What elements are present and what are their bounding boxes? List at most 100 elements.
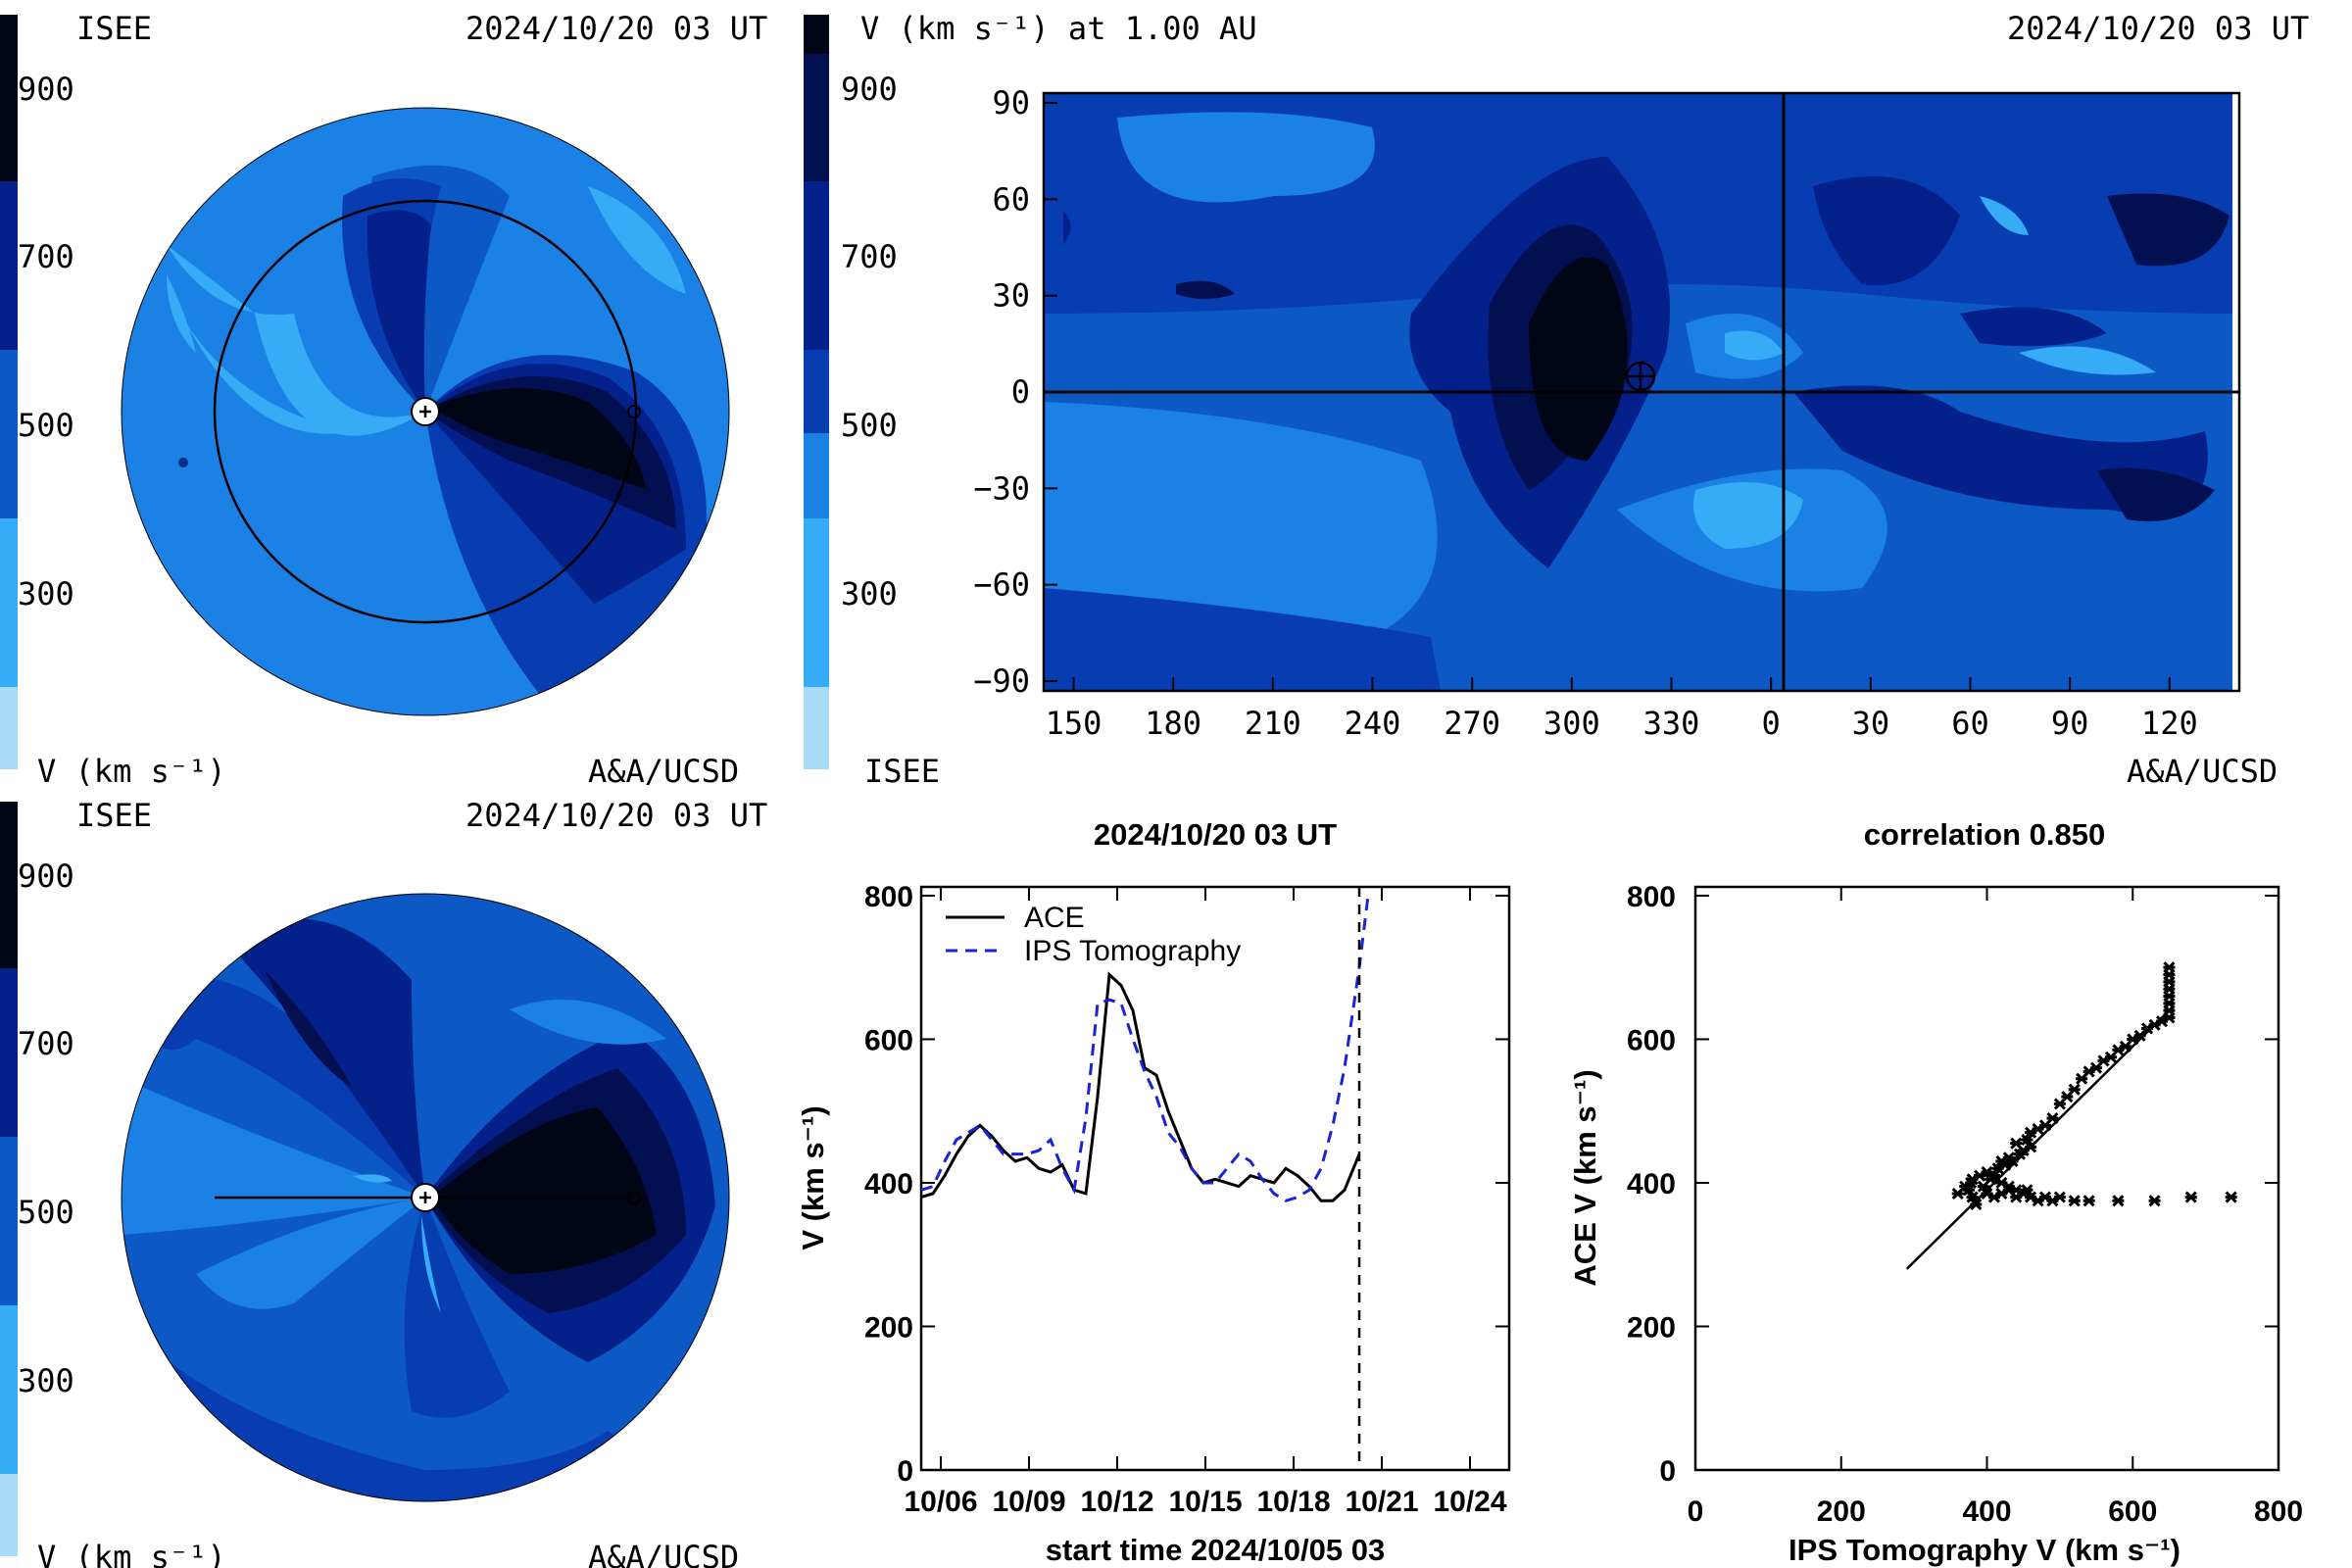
line-x-tick-label: 10/24: [1433, 1486, 1506, 1518]
scatter-x-tick-label: 0: [1688, 1495, 1704, 1528]
line-x-tick-label: 10/15: [1168, 1486, 1242, 1518]
line-chart-title: 2024/10/20 03 UT: [1094, 817, 1337, 852]
scatter-point: [2053, 1191, 2066, 1203]
scatter-point: [2002, 1152, 2015, 1164]
colorbar-unit-label: V (km s⁻¹): [37, 1539, 226, 1568]
scatter-x-label: IPS Tomography V (km s⁻¹): [1788, 1533, 2180, 1567]
scatter-point: [1966, 1173, 1979, 1186]
cb-tick-500: 500: [841, 407, 898, 444]
series-line-ips-tomography: [921, 895, 1370, 1202]
map-y-tick-label: −60: [973, 566, 1030, 604]
scatter-point: [2163, 961, 2176, 974]
polar-boundary: [121, 893, 730, 1502]
scatter-point: [2021, 1184, 2034, 1197]
colorbar-middle: [804, 15, 829, 769]
scatter-y-tick-label: 400: [1627, 1168, 1676, 1200]
colorbar-unit-label: V (km s⁻¹): [37, 753, 226, 790]
map-y-tick-label: 60: [992, 180, 1030, 218]
map-y-axis: 90 60 30 0 −30 −60 −90: [973, 84, 1057, 700]
legend-label-ace: ACE: [1024, 902, 1085, 934]
line-x-tick-label: 10/06: [904, 1486, 977, 1518]
map-x-axis: 150 180 210 240 270 300 330 0 30 60 90 120: [1046, 677, 2198, 742]
spacecraft-marker: [178, 458, 188, 467]
scatter-x-tick-label: 200: [1817, 1495, 1866, 1528]
scatter-y-label: ACE V (km s⁻¹): [1568, 1069, 1602, 1286]
line-x-tick-label: 10/21: [1345, 1486, 1418, 1518]
map-x-tick-label: 300: [1544, 705, 1600, 742]
panel-top-right: V (km s⁻¹) at 1.00 AU 2024/10/20 03 UT I…: [860, 10, 2309, 790]
polar-boundary: [121, 107, 730, 716]
scatter-point: [2184, 1191, 2197, 1203]
map-x-tick-label: 240: [1345, 705, 1401, 742]
scatter-title: correlation 0.850: [1864, 817, 2105, 852]
colorbar-left-top: [0, 15, 18, 769]
cb-tick-300: 300: [18, 575, 74, 612]
series-line-ace: [921, 971, 1361, 1202]
map-x-tick-label: 30: [1852, 705, 1890, 742]
velocity-map-polar: [122, 108, 729, 715]
scatter-point: [2021, 1133, 2034, 1147]
panel-credit: A&A/UCSD: [588, 1539, 739, 1568]
line-chart-x-label: start time 2024/10/05 03: [1046, 1533, 1385, 1567]
map-y-tick-label: 30: [992, 277, 1030, 315]
map-x-tick-label: 270: [1444, 705, 1500, 742]
scatter-fit-line: [1905, 1009, 2171, 1270]
scatter-point: [2068, 1195, 2081, 1207]
map-x-tick-label: 120: [2141, 705, 2198, 742]
scatter-point: [2148, 1195, 2161, 1207]
scatter-x-tick-label: 800: [2254, 1495, 2303, 1528]
earth-marker: [627, 405, 641, 418]
earth-orbit-circle: [213, 199, 638, 624]
map-credit: A&A/UCSD: [2127, 753, 2278, 790]
line-y-tick-label: 200: [864, 1311, 913, 1344]
colorbar-ticks-bottom: 900 700 500 300: [18, 858, 74, 1399]
cb-tick-700: 700: [18, 238, 74, 275]
line-y-tick-label: 0: [897, 1455, 913, 1488]
panel-timestamp: 2024/10/20 03 UT: [466, 797, 767, 834]
map-x-tick-label: 180: [1145, 705, 1201, 742]
line-y-tick-label: 600: [864, 1024, 913, 1056]
line-y-tick-label: 400: [864, 1168, 913, 1200]
map-x-tick-label: 90: [2051, 705, 2089, 742]
map-x-tick-label: 210: [1245, 705, 1301, 742]
colorbar-left-bottom: [0, 802, 18, 1556]
map-y-tick-label: −30: [973, 469, 1030, 507]
scatter-y-axis: 0 200 400 600 800: [1627, 881, 2278, 1488]
map-x-tick-label: 0: [1762, 705, 1781, 742]
colorbar-ticks-top: 900 700 500 300: [18, 71, 74, 612]
scatter-x-tick-label: 400: [1962, 1495, 2011, 1528]
cb-tick-500: 500: [18, 407, 74, 444]
legend-label-ips: IPS Tomography: [1024, 935, 1241, 967]
scatter-points: [1951, 961, 2237, 1211]
cb-tick-900: 900: [18, 71, 74, 108]
scatter-point: [2068, 1083, 2081, 1096]
line-x-tick-label: 10/18: [1256, 1486, 1330, 1518]
cb-tick-500: 500: [18, 1194, 74, 1231]
panel-top-left: ISEE 2024/10/20 03 UT V (km s⁻¹) A&A/UCS…: [37, 10, 767, 790]
scatter-x-tick-label: 600: [2108, 1495, 2157, 1528]
scatter-y-tick-label: 200: [1627, 1311, 1676, 1344]
cb-tick-300: 300: [18, 1362, 74, 1399]
line-y-tick-label: 800: [864, 881, 913, 913]
scatter-point: [2082, 1195, 2095, 1207]
map-x-tick-label: 330: [1643, 705, 1700, 742]
map-title: V (km s⁻¹) at 1.00 AU: [860, 10, 1257, 47]
map-y-tick-label: −90: [973, 662, 1030, 700]
cb-tick-300: 300: [841, 575, 898, 612]
map-source-label: ISEE: [864, 753, 940, 790]
map-x-tick-label: 150: [1046, 705, 1102, 742]
panel-source-label: ISEE: [76, 797, 152, 834]
scatter-point: [2010, 1137, 2023, 1150]
cb-tick-900: 900: [841, 71, 898, 108]
line-chart-y-label: V (km s⁻¹): [796, 1105, 830, 1250]
line-chart-y-axis: 0 200 400 600 800: [864, 881, 1509, 1488]
line-x-tick-label: 10/12: [1080, 1486, 1153, 1518]
cb-tick-900: 900: [18, 858, 74, 895]
panel-bottom-left: ISEE 2024/10/20 03 UT V (km s⁻¹) A&A/UCS…: [37, 797, 767, 1568]
scatter-point: [2112, 1195, 2125, 1207]
map-y-tick-label: 0: [1011, 373, 1030, 411]
scatter-x-axis: 0 200 400 600 800: [1688, 887, 2303, 1528]
map-y-tick-label: 90: [992, 84, 1030, 122]
